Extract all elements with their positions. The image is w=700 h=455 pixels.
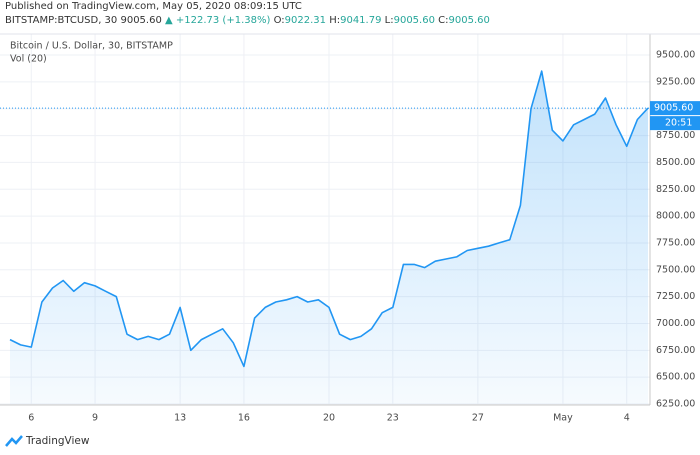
volume-label: Vol (20) <box>10 54 47 65</box>
y-tick-label: 9500.00 <box>656 50 695 61</box>
x-tick-label: 6 <box>28 413 34 424</box>
x-tick-label: 4 <box>624 413 630 424</box>
quote-line: BITSTAMP:BTCUSD, 30 9005.60 ▲ +122.73 (+… <box>5 14 490 28</box>
ohlc-key: O: <box>273 15 285 26</box>
brand-logo: TradingView <box>5 435 90 447</box>
ohlc-key: L: <box>384 15 394 26</box>
brand: TradingView <box>25 435 90 447</box>
ohlc-key: C: <box>438 15 449 26</box>
y-tick-label: 7000.00 <box>656 318 695 329</box>
chart-title: Bitcoin / U.S. Dollar, 30, BITSTAMP <box>10 41 173 52</box>
y-tick-label: 8500.00 <box>656 157 695 168</box>
ohlc-value: 9022.31 <box>284 15 327 26</box>
published: Published on TradingView.com, May 05, 20… <box>5 1 302 12</box>
y-tick-label: 6750.00 <box>656 345 695 356</box>
symbol: BITSTAMP:BTCUSD, 30 <box>5 15 118 26</box>
header: Published on TradingView.com, May 05, 20… <box>5 0 490 28</box>
x-tick-label: 23 <box>387 413 399 424</box>
y-tick-label: 7250.00 <box>656 291 695 302</box>
y-tick-label: 7750.00 <box>656 237 695 248</box>
ohlc-value: 9005.60 <box>448 15 490 26</box>
x-tick-label: 13 <box>174 413 186 424</box>
x-tick-label: 27 <box>472 413 484 424</box>
y-tick-label: 8250.00 <box>656 184 695 195</box>
x-tick-label: May <box>553 413 573 424</box>
ohlc-key: H: <box>329 15 341 26</box>
y-tick-label: 8750.00 <box>656 130 695 141</box>
price-badge-label: 9005.60 <box>654 103 693 114</box>
y-tick-label: 6500.00 <box>656 372 695 383</box>
price: 9005.60 <box>120 15 162 26</box>
time-badge <box>650 116 700 131</box>
area-fill <box>10 71 648 404</box>
x-tick-label: 9 <box>92 413 98 424</box>
y-tick-label: 7500.00 <box>656 264 695 275</box>
x-tick-label: 20 <box>323 413 335 424</box>
ohlc: O:9022.31 H:9041.79 L:9005.60 C:9005.60 <box>274 15 490 26</box>
price-line <box>9 70 649 368</box>
y-tick-label: 9250.00 <box>656 76 695 87</box>
y-tick-label: 8000.00 <box>656 211 695 222</box>
x-tick-label: 16 <box>238 413 250 424</box>
ohlc-value: 9041.79 <box>340 15 382 26</box>
change: ▲ +122.73 (+1.38%) <box>165 15 271 26</box>
time-badge-label: 20:51 <box>665 118 692 129</box>
ohlc-value: 9005.60 <box>393 15 435 26</box>
y-tick-label: 6250.00 <box>656 399 695 410</box>
price-badge <box>650 101 700 116</box>
